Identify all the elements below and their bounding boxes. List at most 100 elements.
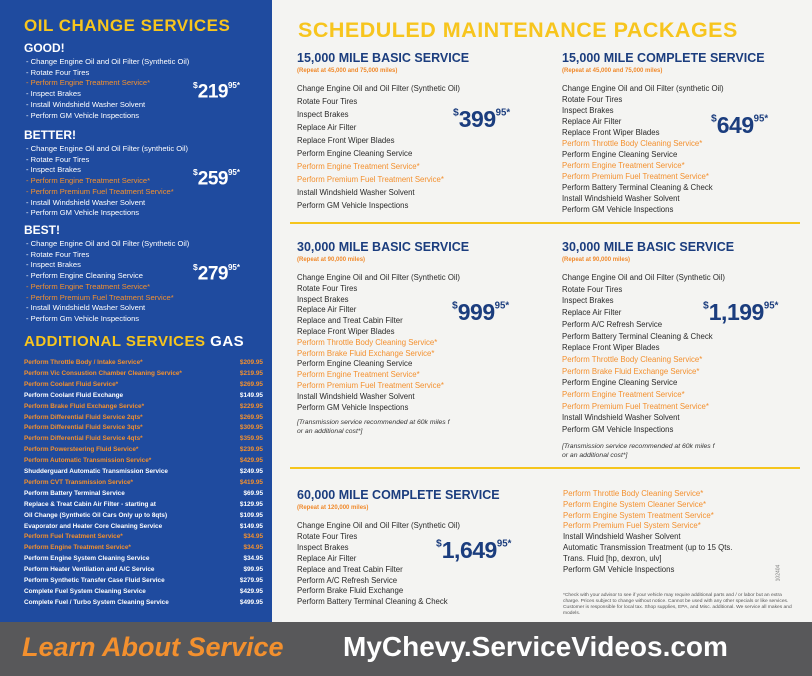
service-name: Perform Automatic Transmission Service* [24,457,152,465]
service-price: $109.95 [239,511,263,519]
service-name: Complete Fuel System Cleaning Service [24,587,146,595]
package-title: 30,000 MILE BASIC SERVICE [562,240,735,254]
package-item: Perform Premium Fuel System Service* [563,521,701,531]
divider [290,467,800,469]
package-item: Perform Engine System Treatment Service* [563,510,714,520]
service-name: Perform CVT Transmission Service* [24,478,134,486]
service-name: Perform Differential Fluid Service 4qts* [24,435,143,443]
package-item: Replace and Treat Cabin Filter [297,316,403,326]
price-amount: 1,649 [441,537,498,563]
package-note: [Transmission service recommended at 60k… [297,419,450,427]
page-title: SCHEDULED MAINTENANCE PACKAGES [298,18,738,42]
package-item: Perform Premium Fuel Treatment Service* [297,175,444,184]
package-item: Perform Throttle Body Cleaning Service* [297,337,438,347]
package-item: Perform Battery Terminal Cleaning & Chec… [297,597,448,607]
service-name: Perform Powersteering Fluid Service* [24,446,139,454]
package-item: Change Engine Oil and Oil Filter (Synthe… [297,273,460,282]
tier-item: - Perform Premium Fuel Treatment Service… [26,186,174,196]
tier-item: - Perform Engine Cleaning Service [26,271,143,281]
package-item: Replace Front Wiper Blades [562,128,660,137]
service-name: Perform Differential Fluid Service 2qts* [24,413,143,421]
tier-item: - Change Engine Oil and Oil Filter (Synt… [26,57,190,66]
title-main: ADDITIONAL SERVICES [24,333,206,350]
price-mark: * [506,107,511,119]
price-symbol: $ [193,167,198,177]
package-repeat: (Repeat at 120,000 miles) [297,505,369,511]
price-amount: 399 [458,106,496,132]
price-symbol: $ [452,300,458,312]
tier-item: - Perform Premium Fuel Treatment Service… [26,292,174,302]
service-name: Perform Battery Terminal Service [24,489,125,497]
tier-item: - Perform Engine Treatment Service* [26,176,151,186]
package-item: Rotate Four Tires [297,97,358,106]
package-repeat: (Repeat at 45,000 and 75,000 miles) [562,68,663,74]
service-price: $34.95 [243,544,263,552]
package-item: Perform GM Vehicle Inspections [297,402,409,412]
service-name: Perform Synthetic Transfer Case Fluid Se… [24,577,165,584]
price-cents: 95 [753,113,765,125]
price-mark: * [236,263,240,272]
service-price: $499.95 [239,598,263,606]
service-price: $309.95 [239,424,263,432]
price-amount: 649 [716,112,754,138]
price: $39995* [453,106,510,133]
package-item: Perform Premium Fuel Treatment Service* [297,381,444,390]
package-item: Perform Premium Fuel Treatment Service* [562,172,709,181]
package-item: Replace Front Wiper Blades [297,136,395,145]
package-note: or an additional cost*] [297,428,363,436]
package-item: Rotate Four Tires [297,283,358,293]
service-price: $34.95 [243,533,263,541]
tier-item: - Inspect Brakes [26,89,81,99]
service-name: Perform Throttle Body / Intake Service* [24,359,143,366]
service-name: Oil Change (Synthetic Oil Cars Only up t… [24,511,168,519]
price-mark: * [236,168,240,177]
package-item: Inspect Brakes [562,296,614,306]
package-item: Install Windshield Washer Solvent [297,188,415,197]
service-price: $429.95 [239,457,263,465]
package-item: Perform Engine Treatment Service* [562,161,685,170]
service-price: $149.95 [239,391,263,399]
price-cents: 95 [227,168,237,177]
tier-item: - Rotate Four Tires [26,249,90,259]
package-item: Perform Engine Treatment Service* [297,370,420,380]
service-price: $129.95 [239,500,263,508]
package-item: Perform Engine Cleaning Service [562,150,678,159]
package-item: Perform GM Vehicle Inspections [297,201,409,210]
service-name: Complete Fuel / Turbo System Cleaning Se… [24,598,169,606]
service-price: $69.95 [243,489,263,497]
price-cents: 95 [496,538,508,550]
service-name: Shudderguard Automatic Transmission Serv… [24,468,168,475]
price-mark: * [507,538,512,550]
package-item: Perform Engine Cleaning Service [297,359,413,369]
price-amount: 279 [197,263,229,285]
package-item: Change Engine Oil and Oil Filter (Synthe… [297,84,460,93]
package-item: Replace Air Filter [297,553,357,563]
tier-item: - Perform GM Vehicle Inspections [26,110,140,120]
service-price: $99.95 [243,566,263,574]
package-item: Replace Air Filter [297,305,357,315]
section-title: OIL CHANGE SERVICES [24,16,231,35]
print-code: 102404 [775,564,782,582]
package-item: Perform A/C Refresh Service [297,575,398,585]
price-cents: 95 [227,81,237,90]
service-price: $149.95 [239,522,263,530]
package-repeat: (Repeat at 45,000 and 75,000 miles) [297,68,398,74]
price-cents: 95 [763,300,775,312]
price-symbol: $ [453,107,459,119]
tier-item: - Perform Engine Treatment Service* [26,78,151,88]
service-price: $229.95 [239,402,263,410]
package-item: Rotate Four Tires [562,95,623,104]
price-amount: 999 [457,299,495,325]
footer-banner [0,622,812,676]
disclaimer: *Check with your advisor to see if your … [563,593,792,616]
tier-item: - Rotate Four Tires [26,154,90,164]
service-name: Replace & Treat Cabin Air Filter - start… [24,500,156,508]
package-item: Change Engine Oil and Oil Filter (Synthe… [297,521,460,530]
tier-name: BETTER! [24,128,76,142]
price-amount: 219 [197,81,229,103]
price: $1,64995* [436,537,511,564]
package-item: Perform Engine System Cleaner Service* [563,499,707,509]
service-name: Perform Coolant Fluid Service* [24,380,119,388]
price-symbol: $ [703,300,709,312]
